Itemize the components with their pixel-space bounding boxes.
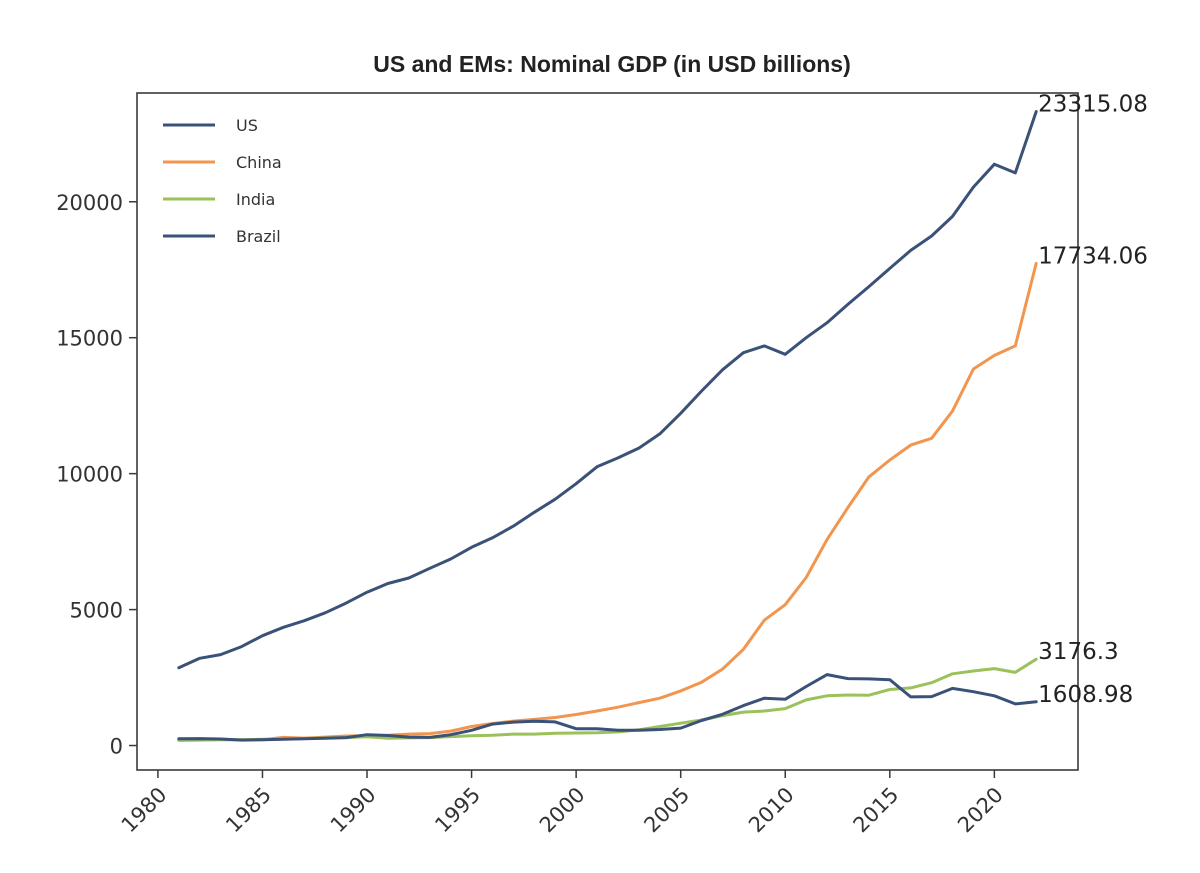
series-line-brazil (177, 673, 1038, 742)
y-axis: 0 5000 10000 15000 20000 (56, 191, 137, 759)
legend-label-brazil: Brazil (236, 227, 281, 246)
end-label-india: 3176.3 (1038, 639, 1118, 665)
legend-label-china: China (236, 153, 282, 172)
series-line-us (177, 110, 1038, 670)
legend: US China India Brazil (163, 116, 282, 246)
end-label-us: 23315.08 (1038, 92, 1148, 118)
y-tick-label-0: 0 (110, 735, 123, 759)
legend-label-india: India (236, 190, 275, 209)
y-tick-label-15000: 15000 (56, 327, 123, 351)
legend-label-us: US (236, 116, 258, 135)
end-label-brazil: 1608.98 (1038, 682, 1133, 708)
plot-frame (136, 92, 1079, 771)
end-labels: 23315.08 17734.06 3176.3 1608.98 (1038, 92, 1148, 708)
y-tick-label-5000: 5000 (70, 599, 123, 623)
series-lines (177, 110, 1038, 742)
end-label-china: 17734.06 (1038, 243, 1148, 269)
y-tick-label-10000: 10000 (56, 463, 123, 487)
chart-title: US and EMs: Nominal GDP (in USD billions… (373, 51, 851, 77)
y-tick-label-20000: 20000 (56, 191, 123, 215)
